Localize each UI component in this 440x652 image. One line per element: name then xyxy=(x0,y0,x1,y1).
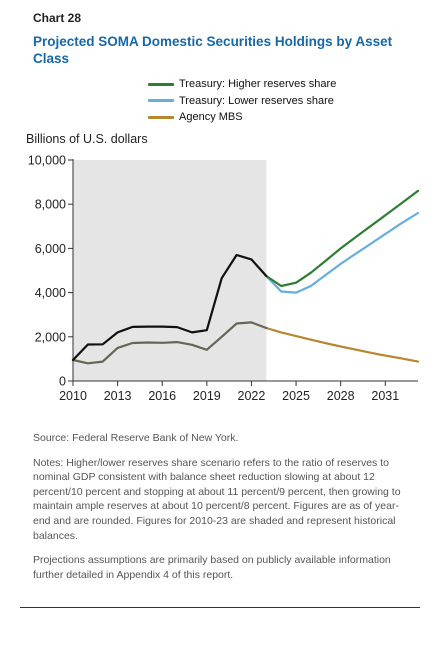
chart-axes xyxy=(72,159,418,382)
legend-swatch-treasury-lower xyxy=(148,99,174,103)
y-tick-label: 4,000 xyxy=(35,286,66,300)
line-chart: 0 2,000 4,000 6,000 8,000 10,000 2010 2013 2016… xyxy=(28,154,420,403)
legend-swatch-treasury-higher xyxy=(148,82,174,86)
y-tick-label: 2,000 xyxy=(35,330,66,344)
legend-item-agency-mbs: Agency MBS xyxy=(148,109,336,126)
chart-notes: Source: Federal Reserve Bank of New York… xyxy=(33,431,413,592)
series-line-historical-total xyxy=(71,253,268,362)
x-tick-label: 2022 xyxy=(238,389,266,403)
chart-title: Projected SOMA Domestic Securities Holdi… xyxy=(33,34,393,66)
chart-legend: Treasury: Higher reserves share Treasury… xyxy=(148,76,336,126)
x-tick-label: 2010 xyxy=(59,389,87,403)
x-tick-label: 2019 xyxy=(193,389,221,403)
legend-label-agency-mbs: Agency MBS xyxy=(179,111,243,124)
x-axis-ticks: 2010 2013 2016 2019 2022 2025 2028 2031 xyxy=(59,381,399,403)
legend-label-treasury-lower: Treasury: Lower reserves share xyxy=(179,94,334,107)
projections-note: Projections assumptions are primarily ba… xyxy=(33,554,391,581)
y-axis-units-label: Billions of U.S. dollars xyxy=(26,132,148,146)
footer-divider xyxy=(20,607,420,608)
historical-shaded-region xyxy=(73,160,267,381)
x-tick-label: 2028 xyxy=(327,389,355,403)
x-tick-label: 2016 xyxy=(148,389,176,403)
legend-swatch-agency-mbs xyxy=(148,115,174,119)
legend-item-treasury-lower: Treasury: Lower reserves share xyxy=(148,93,336,110)
x-tick-label: 2025 xyxy=(282,389,310,403)
y-tick-label: 0 xyxy=(59,375,66,389)
legend-item-treasury-higher: Treasury: Higher reserves share xyxy=(148,76,336,93)
legend-label-treasury-higher: Treasury: Higher reserves share xyxy=(179,78,337,91)
source-note: Source: Federal Reserve Bank of New York… xyxy=(33,432,239,444)
series-lines xyxy=(71,189,420,365)
x-tick-label: 2013 xyxy=(104,389,132,403)
series-line-treasury-lower xyxy=(265,211,420,294)
y-tick-label: 10,000 xyxy=(28,154,66,168)
y-tick-label: 6,000 xyxy=(35,242,66,256)
notes-text: Notes: Higher/lower reserves share scena… xyxy=(33,456,401,542)
series-line-agency-mbs xyxy=(265,326,420,363)
y-tick-label: 8,000 xyxy=(35,198,66,212)
x-tick-label: 2031 xyxy=(371,389,399,403)
y-axis-ticks: 0 2,000 4,000 6,000 8,000 10,000 xyxy=(28,154,73,389)
chart-number: Chart 28 xyxy=(33,11,82,25)
series-line-historical-mbs xyxy=(71,321,268,365)
series-line-treasury-higher xyxy=(265,189,420,288)
